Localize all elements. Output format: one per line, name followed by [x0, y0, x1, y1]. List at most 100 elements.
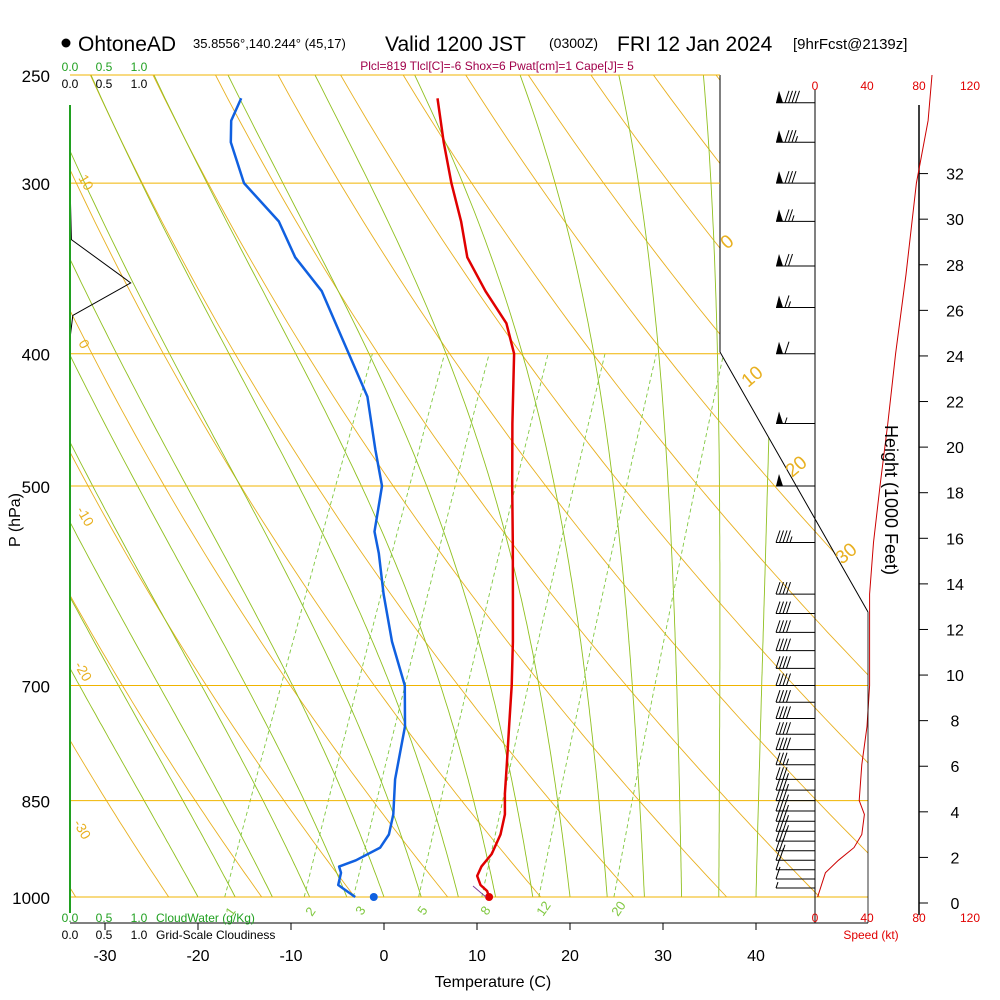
wind-barb-half	[795, 136, 798, 143]
wind-barb-pennant	[776, 411, 783, 424]
wind-barb-flag	[779, 737, 784, 750]
wind-barb	[775, 638, 815, 652]
parcel-trace	[472, 885, 487, 898]
wind-barb-flag	[775, 722, 781, 735]
wind-barb	[775, 673, 815, 687]
wind-barb	[775, 788, 815, 802]
site-coords: 35.8556°,140.244° (45,17)	[193, 36, 346, 51]
wind-barb-flag	[775, 737, 781, 750]
dry-adiabat	[215, 75, 821, 898]
wind-barb	[775, 706, 815, 719]
wind-barb-pennant	[776, 295, 783, 308]
height-tick-label: 16	[946, 531, 964, 548]
cloudwater-label: CloudWater (g/Kg)	[156, 911, 255, 925]
wind-barb-flag	[788, 209, 793, 222]
pressure-tick-label: 300	[22, 175, 50, 194]
wind-barb	[776, 170, 815, 184]
wind-barb-pennant	[776, 474, 783, 486]
height-tick-label: 14	[946, 577, 964, 594]
wind-barb-half	[786, 758, 789, 765]
moist-adiabat	[70, 596, 236, 898]
wind-barb-flag	[779, 767, 784, 780]
dewpoint-line	[229, 97, 407, 899]
cloudiness-scale-bottom-2: 1.0	[131, 928, 148, 942]
cloudiness-scale-bottom-0: 0.0	[62, 928, 79, 942]
wind-barb-half	[775, 881, 779, 889]
x-tick-label: 10	[468, 948, 486, 965]
wind-barb-flag	[782, 737, 788, 750]
height-tick-label: 28	[946, 258, 964, 275]
x-tick-label: -20	[186, 948, 209, 965]
isobar-lines	[70, 74, 868, 898]
speed-tick-top-120: 120	[960, 79, 980, 93]
wind-barb	[776, 411, 815, 425]
moist-adiabat	[702, 75, 721, 897]
height-tick-label: 4	[951, 805, 960, 822]
speed-axis-label: Speed (kt)	[843, 928, 898, 942]
wind-barb-pennant	[776, 171, 783, 184]
wind-barb-flag	[775, 706, 781, 719]
wind-barb-flag	[775, 601, 781, 614]
wind-barb-flag	[784, 253, 790, 267]
wind-barb-pennant	[776, 209, 783, 222]
wind-barb-flag	[784, 209, 790, 222]
height-tick-label: 18	[946, 486, 964, 503]
y-axis-title: P (hPa)	[7, 493, 24, 547]
wind-barb-flag	[775, 777, 781, 791]
mixing-ratio-label: 20	[608, 898, 629, 918]
moist-adiabat	[70, 354, 348, 898]
wind-barb-flag	[779, 601, 784, 614]
wind-barb	[775, 809, 815, 822]
cloudiness-scale-bottom-1: 0.5	[96, 928, 113, 942]
wind-barb	[775, 866, 815, 880]
speed-tick-bottom-0: 0	[812, 911, 819, 925]
wind-barb-half	[786, 773, 789, 780]
speed-tick-bottom-120: 120	[960, 911, 980, 925]
wind-barb-flag	[786, 620, 791, 633]
temperature-line	[436, 98, 516, 898]
height-tick-label: 10	[946, 668, 964, 685]
dewpoint-surface-marker	[369, 893, 378, 901]
wind-barb	[775, 620, 815, 633]
height-axis-title: Height (1000 Feet)	[881, 425, 901, 575]
cloudiness-scale-top-1: 0.5	[96, 77, 113, 91]
wind-barb-flag	[779, 620, 784, 633]
cloudwater-scale-top-0: 0.0	[62, 60, 79, 74]
moist-adiabat	[153, 75, 497, 898]
wind-barb-flag	[795, 90, 800, 103]
valid-date: FRI 12 Jan 2024	[617, 33, 773, 56]
moist-adiabat	[70, 667, 199, 898]
wind-barb	[776, 130, 815, 143]
dry-adiabat-label: 0	[75, 337, 93, 352]
height-tick-label: 0	[951, 896, 960, 913]
wind-barb-flag	[775, 767, 781, 780]
speed-tick-top-80: 80	[912, 79, 926, 93]
forecast-info: [9hrFcst@2139z]	[793, 36, 907, 53]
mixing-ratio-line	[613, 353, 725, 898]
dry-adiabat	[277, 75, 868, 854]
site-marker-icon	[61, 38, 71, 48]
wind-barb-flag	[782, 673, 788, 686]
wind-barb	[776, 341, 815, 355]
wind-barb	[775, 530, 815, 544]
cloudwater-scale-top-1: 0.5	[96, 60, 113, 74]
mixing-ratio-label: 8	[477, 903, 493, 918]
wind-barb-flag	[779, 530, 784, 543]
wind-barb-flag	[786, 706, 791, 719]
wind-barb-flag	[782, 530, 788, 543]
pressure-tick-label: 1000	[12, 889, 50, 908]
wind-barb-flag	[779, 777, 784, 791]
x-tick-label: 30	[654, 948, 672, 965]
temperature-surface-marker	[485, 893, 494, 901]
wind-barb-half	[786, 804, 789, 812]
wind-barb-flag	[779, 690, 784, 703]
mixing-ratio-line	[224, 353, 373, 898]
wind-barb-flag	[775, 673, 781, 686]
cloudwater-scale-top-2: 1.0	[131, 60, 148, 74]
dry-adiabat-label: -30	[70, 817, 94, 843]
wind-barb-flag	[786, 601, 791, 614]
wind-barb-flag	[779, 706, 784, 719]
wind-barb-flag	[779, 673, 784, 686]
wind-barb-flag	[786, 722, 791, 735]
